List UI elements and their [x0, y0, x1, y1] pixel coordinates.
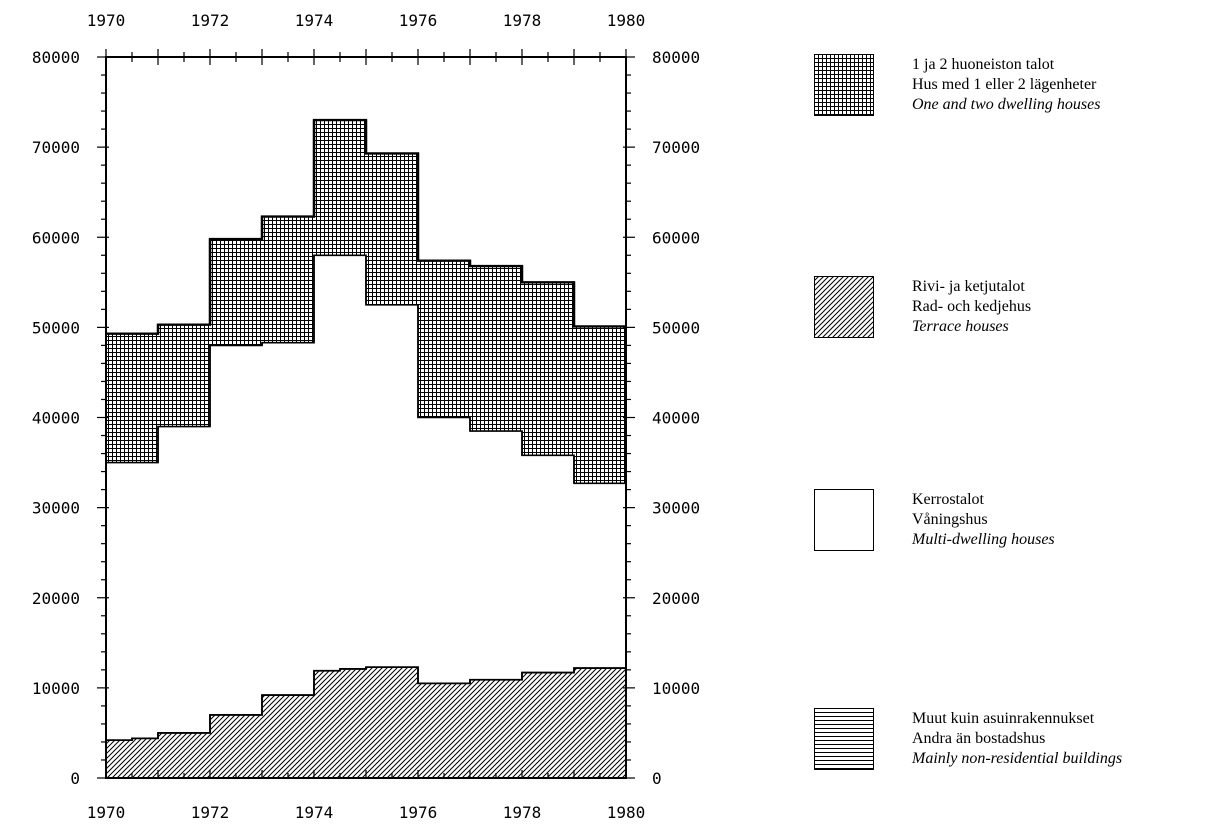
x-tick-label-top: 1976: [399, 11, 438, 30]
x-tick-label-bottom: 1976: [399, 803, 438, 822]
bar-one-two-dwelling: [132, 333, 159, 463]
bar-terrace: [522, 672, 575, 778]
bar-terrace: [106, 740, 133, 778]
y-tick-label-right: 20000: [652, 589, 700, 608]
bar-one-two-dwelling: [314, 120, 341, 256]
y-tick-label-right: 70000: [652, 138, 700, 157]
legend-item-non-residential: Muut kuin asuinrakennukset Andra än bost…: [814, 708, 1214, 788]
legend-label-fi: 1 ja 2 huoneiston talot: [912, 56, 1055, 73]
y-tick-label-left: 50000: [32, 318, 80, 337]
bar-one-two-dwelling: [262, 216, 315, 343]
x-tick-label-top: 1970: [87, 11, 126, 30]
y-tick-label-right: 50000: [652, 318, 700, 337]
bar-terrace: [574, 668, 627, 778]
y-tick-label-left: 60000: [32, 228, 80, 247]
y-tick-label-left: 40000: [32, 409, 80, 428]
legend-item-multi-dwelling: Kerrostalot Våningshus Multi-dwelling ho…: [814, 489, 1214, 569]
x-tick-label-bottom: 1978: [503, 803, 542, 822]
x-tick-label-top: 1978: [503, 11, 542, 30]
x-tick-label-top: 1980: [607, 11, 646, 30]
bar-one-two-dwelling: [574, 326, 627, 484]
bar-one-two-dwelling: [106, 333, 133, 463]
y-tick-label-right: 0: [652, 769, 662, 788]
legend-label-en: Mainly non-residential buildings: [912, 750, 1123, 767]
bar-one-two-dwelling: [418, 260, 471, 418]
y-tick-label-right: 10000: [652, 679, 700, 698]
axes-layer: [97, 49, 635, 779]
chart-area: 1970 1970 1972 1972 1974 1974 1976 1976 1978 1978…: [32, 11, 700, 822]
bar-terrace: [470, 679, 523, 778]
bar-one-two-dwelling: [158, 324, 211, 427]
legend-label-en: One and two dwelling houses: [912, 96, 1101, 113]
x-tick-label-bottom: 1972: [191, 803, 230, 822]
legend-label-sv: Rad- och kedjehus: [912, 298, 1032, 315]
legend-label-sv: Våningshus: [912, 511, 988, 528]
legend-label-en: Multi-dwelling houses: [912, 531, 1055, 548]
x-tick-label-bottom: 1980: [607, 803, 646, 822]
bar-one-two-dwelling: [522, 282, 575, 456]
y-tick-label-left: 20000: [32, 589, 80, 608]
horizontal-lines-swatch-icon: [814, 708, 874, 770]
bar-terrace: [314, 670, 341, 778]
bar-one-two-dwelling: [470, 266, 523, 432]
bar-one-two-dwelling: [210, 239, 263, 346]
crosshatch-swatch-icon: [814, 54, 874, 116]
y-tick-label-right: 40000: [652, 409, 700, 428]
blank-swatch-icon: [814, 489, 874, 551]
legend-label-sv: Hus med 1 eller 2 lägenheter: [912, 76, 1097, 93]
bar-terrace: [366, 667, 419, 778]
bar-terrace: [418, 683, 471, 778]
legend-item-one-two-dwelling: 1 ja 2 huoneiston talot Hus med 1 eller …: [814, 54, 1214, 134]
bar-one-two-dwelling: [366, 153, 419, 305]
y-tick-label-left: 80000: [32, 48, 80, 67]
y-tick-label-right: 60000: [652, 228, 700, 247]
legend-label-sv: Andra än bostadshus: [912, 730, 1046, 747]
labels-layer: 1970 1970 1972 1972 1974 1974 1976 1976 1978 1978…: [32, 11, 700, 822]
legend-item-terrace: Rivi- ja ketjutalot Rad- och kedjehus Te…: [814, 276, 1214, 356]
legend-label-fi: Rivi- ja ketjutalot: [912, 278, 1025, 295]
y-tick-label-right: 30000: [652, 499, 700, 518]
x-tick-label-top: 1974: [295, 11, 334, 30]
x-tick-label-bottom: 1974: [295, 803, 334, 822]
bar-terrace: [340, 668, 367, 778]
y-tick-label-left: 30000: [32, 499, 80, 518]
legend-label-fi: Muut kuin asuinrakennukset: [912, 710, 1095, 727]
legend-label-en: Terrace houses: [912, 318, 1009, 335]
series-layer: [106, 118, 627, 778]
legend-label-fi: Kerrostalot: [912, 491, 984, 508]
bar-terrace: [132, 738, 159, 778]
x-tick-label-bottom: 1970: [87, 803, 126, 822]
y-tick-label-left: 0: [70, 769, 80, 788]
y-tick-label-left: 70000: [32, 138, 80, 157]
y-tick-label-left: 10000: [32, 679, 80, 698]
bar-terrace: [210, 714, 263, 778]
x-tick-label-top: 1972: [191, 11, 230, 30]
y-tick-label-right: 80000: [652, 48, 700, 67]
bar-terrace: [262, 695, 315, 778]
bar-terrace: [158, 732, 211, 778]
diagonal-hatch-swatch-icon: [814, 276, 874, 338]
bar-one-two-dwelling: [340, 120, 367, 256]
